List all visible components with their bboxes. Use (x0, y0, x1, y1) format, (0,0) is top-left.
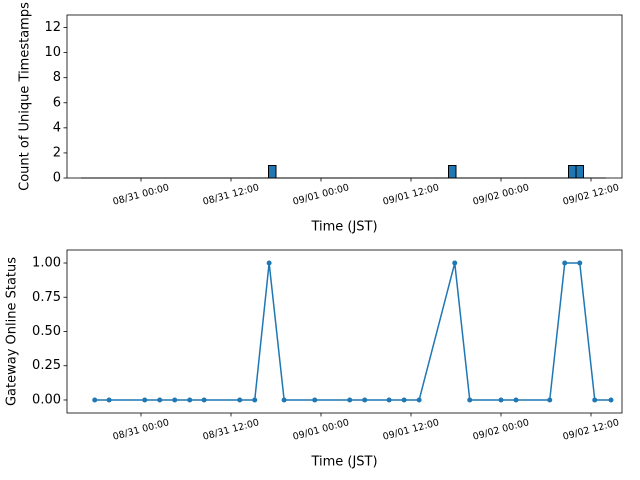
y-tick-label: 0.25 (32, 358, 61, 373)
bar (568, 164, 577, 179)
line (94, 262, 611, 401)
point (237, 397, 243, 403)
point (592, 397, 598, 403)
point (312, 397, 318, 403)
point (92, 397, 98, 403)
point (401, 397, 407, 403)
y-tick-label: 10 (44, 45, 61, 60)
point (562, 260, 568, 266)
x-tick-label: 08/31 00:00 (112, 417, 171, 443)
plot-frame (66, 249, 623, 414)
bar (268, 164, 277, 179)
y-tick-label: 4 (53, 120, 61, 135)
point (106, 397, 112, 403)
x-tick-label: 09/01 12:00 (382, 182, 441, 208)
x-tick-label: 09/01 00:00 (292, 182, 351, 208)
y-tick-label: 1.00 (32, 256, 61, 271)
y-tick-label: 0.75 (32, 290, 61, 305)
x-tick-label: 09/02 00:00 (472, 182, 531, 208)
point (201, 397, 207, 403)
x-tick-label: 08/31 00:00 (112, 182, 171, 208)
y-tick-label: 6 (53, 95, 61, 110)
point (142, 397, 148, 403)
point (416, 397, 422, 403)
point (362, 397, 368, 403)
x-tick-label: 09/02 12:00 (562, 417, 621, 443)
bar (575, 164, 584, 179)
x-tick-label: 09/02 12:00 (562, 182, 621, 208)
y-tick-label: 8 (53, 70, 61, 85)
point (252, 397, 258, 403)
y-tick-label: 0 (53, 171, 61, 186)
point (157, 397, 163, 403)
point (513, 397, 519, 403)
y-tick-label: 0.50 (32, 324, 61, 339)
bar (448, 164, 457, 179)
point (187, 397, 193, 403)
point (347, 397, 353, 403)
x-tick-label: 09/01 00:00 (292, 417, 351, 443)
x-tick-label: 09/01 12:00 (382, 417, 441, 443)
plot-frame (66, 14, 623, 179)
point (467, 397, 473, 403)
point (386, 397, 392, 403)
point (547, 397, 553, 403)
x-axis-label: Time (JST) (310, 455, 377, 470)
x-axis-label: Time (JST) (310, 220, 377, 235)
point (452, 260, 458, 266)
y-axis-label: Gateway Online Status (5, 257, 20, 406)
point (498, 397, 504, 403)
y-axis-label: Count of Unique Timestamps (18, 2, 33, 191)
y-tick-label: 0.00 (32, 392, 61, 407)
point (172, 397, 178, 403)
x-tick-label: 09/02 00:00 (472, 417, 531, 443)
point (266, 260, 272, 266)
y-tick-label: 12 (44, 20, 61, 35)
point (577, 260, 583, 266)
x-tick-label: 08/31 12:00 (202, 182, 261, 208)
point (281, 397, 287, 403)
y-tick-label: 2 (53, 145, 61, 160)
point (608, 397, 614, 403)
x-tick-label: 08/31 12:00 (202, 417, 261, 443)
